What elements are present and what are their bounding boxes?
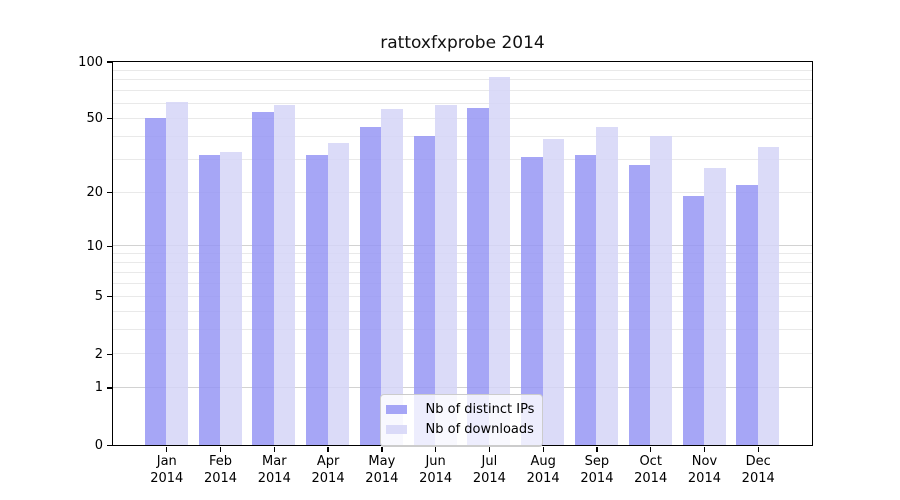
y-tick-20 (106, 191, 112, 194)
legend-swatch-downloads (385, 425, 407, 434)
bar-jan-downloads (166, 102, 188, 445)
y-tick-label-2: 2 (94, 346, 103, 362)
x-tick-mar (273, 447, 275, 452)
gridline-9 (112, 253, 812, 255)
bar-may-distinct-ips (359, 126, 382, 445)
gridline-5 (112, 295, 812, 297)
x-tick-label-mar: Mar 2014 (257, 453, 291, 486)
x-tick-jun (435, 447, 437, 452)
x-tick-aug (542, 447, 544, 452)
bar-dec-downloads (757, 147, 780, 445)
gridline-60 (112, 102, 812, 104)
legend-label-distinct-ips: Nb of distinct IPs (425, 402, 535, 417)
gridline-8 (112, 261, 812, 263)
gridline-40 (112, 135, 812, 137)
y-tick-label-5: 5 (94, 289, 103, 305)
y-tick-label-10: 10 (86, 238, 103, 254)
gridline-3 (112, 329, 812, 331)
x-tick-label-apr: Apr 2014 (311, 453, 345, 486)
x-tick-sep (596, 447, 598, 452)
chart-title: rattoxfxprobe 2014 (380, 33, 545, 53)
gridline-90 (112, 69, 812, 71)
y-tick-10 (106, 245, 112, 247)
x-tick-label-dec: Dec 2014 (741, 453, 775, 486)
x-tick-label-may: May 2014 (365, 453, 399, 486)
bar-dec-distinct-ips (736, 184, 758, 445)
bar-mar-downloads (273, 104, 296, 445)
y-tick-5 (106, 296, 112, 298)
gridline-80 (112, 79, 812, 81)
gridline-70 (112, 90, 812, 92)
x-tick-oct (650, 447, 652, 452)
bar-jul-downloads (488, 76, 511, 445)
x-tick-jul (488, 447, 491, 452)
bar-aug-downloads (542, 138, 565, 445)
bar-nov-downloads (704, 168, 726, 445)
bar-aug-distinct-ips (521, 157, 543, 445)
x-tick-nov (703, 447, 706, 452)
legend-swatch-distinct-ips (385, 405, 407, 414)
bar-sep-downloads (596, 126, 618, 445)
x-tick-label-feb: Feb 2014 (203, 453, 238, 486)
y-tick-label-100: 100 (78, 54, 103, 70)
bar-oct-downloads (650, 136, 672, 445)
bar-jun-distinct-ips (413, 136, 436, 445)
bar-jan-distinct-ips (144, 118, 167, 445)
gridline-4 (112, 310, 812, 312)
gridline-30 (112, 159, 812, 161)
x-tick-dec (757, 447, 759, 452)
bar-feb-downloads (220, 152, 242, 445)
legend: Nb of distinct IPs Nb of downloads (379, 393, 543, 447)
x-tick-may (381, 447, 383, 452)
y-tick-label-0: 0 (94, 438, 103, 453)
gridline-1 (112, 386, 812, 388)
x-tick-feb (219, 447, 222, 452)
bar-sep-distinct-ips (574, 154, 597, 445)
y-tick-100 (106, 61, 112, 63)
legend-label-downloads: Nb of downloads (425, 422, 534, 437)
bar-mar-distinct-ips (252, 112, 274, 445)
gridline-6 (112, 282, 812, 284)
x-tick-label-nov: Nov 2014 (687, 453, 721, 486)
gridline-20 (112, 191, 812, 193)
x-tick-label-oct: Oct 2014 (634, 453, 668, 486)
bar-feb-distinct-ips (198, 154, 220, 445)
x-tick-label-jul: Jul 2014 (472, 453, 506, 486)
x-tick-label-sep: Sep 2014 (580, 453, 614, 486)
x-tick-label-aug: Aug 2014 (526, 453, 560, 486)
y-tick-label-20: 20 (86, 185, 103, 200)
bar-nov-distinct-ips (682, 196, 704, 445)
gridline-7 (112, 271, 812, 273)
gridline-50 (112, 117, 812, 119)
y-tick-50 (106, 118, 112, 120)
bar-jul-distinct-ips (467, 107, 489, 445)
x-tick-label-jun: Jun 2014 (419, 453, 453, 486)
y-tick-label-50: 50 (86, 111, 103, 127)
bar-jun-downloads (435, 104, 457, 445)
y-tick-1 (106, 387, 112, 389)
plot-area: Nb of distinct IPs Nb of downloads (111, 60, 813, 447)
bar-may-downloads (381, 109, 403, 445)
x-tick-label-jan: Jan 2014 (150, 453, 184, 486)
gridline-2 (112, 353, 812, 355)
legend-item-downloads: Nb of downloads (385, 420, 534, 440)
bar-oct-distinct-ips (628, 165, 651, 445)
bar-apr-downloads (327, 142, 350, 445)
gridline-10 (112, 245, 812, 247)
bar-apr-distinct-ips (306, 154, 328, 445)
x-tick-jan (166, 447, 168, 452)
y-tick-0 (106, 444, 112, 447)
y-tick-2 (106, 353, 112, 355)
x-tick-apr (327, 447, 329, 452)
y-tick-label-1: 1 (94, 380, 103, 396)
legend-item-distinct-ips: Nb of distinct IPs (385, 400, 535, 420)
